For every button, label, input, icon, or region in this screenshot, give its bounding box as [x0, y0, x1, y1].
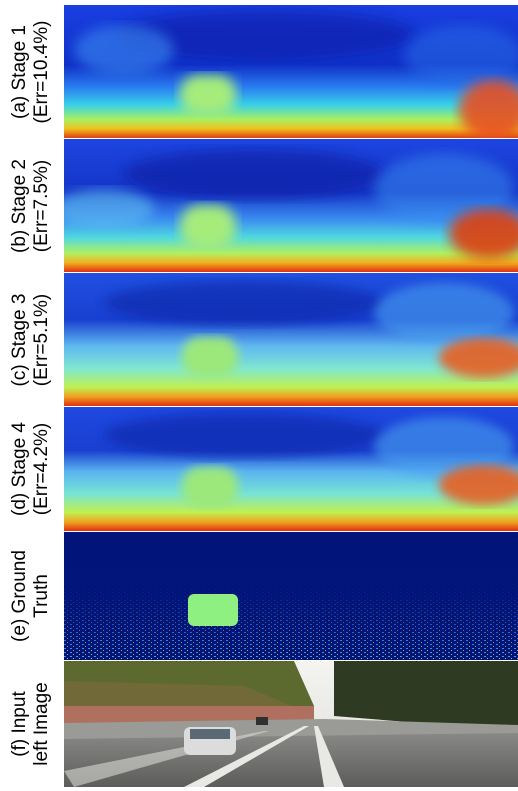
row-stage-4: (d) Stage 4 (Err=4.2%) — [0, 407, 518, 531]
row-label: (f) Input left Image — [0, 661, 62, 787]
label-title: (e) Ground — [9, 550, 30, 642]
disparity-map-stage-2 — [64, 139, 518, 272]
row-ground-truth: (e) Ground Truth — [0, 532, 518, 660]
label-title: (c) Stage 3 — [9, 293, 30, 386]
disparity-map-stage-4 — [64, 407, 518, 531]
disparity-map-stage-3 — [64, 273, 518, 406]
disparity-map-svg — [64, 5, 518, 138]
label-error: (Err=10.4%) — [31, 20, 52, 123]
row-input-image: (f) Input left Image — [0, 661, 518, 787]
row-stage-2: (b) Stage 2 (Err=7.5%) — [0, 139, 518, 272]
label-subtitle: left Image — [31, 682, 52, 766]
disparity-map-svg — [64, 407, 518, 531]
row-stage-3: (c) Stage 3 (Err=5.1%) — [0, 273, 518, 406]
label-title: (f) Input — [9, 691, 30, 757]
ground-truth-map — [64, 532, 518, 660]
row-label: (a) Stage 1 (Err=10.4%) — [0, 5, 62, 138]
disparity-map-stage-1 — [64, 5, 518, 138]
label-error: (Err=4.2%) — [31, 422, 52, 516]
row-label: (d) Stage 4 (Err=4.2%) — [0, 407, 62, 531]
road-scene-svg — [64, 661, 518, 787]
disparity-map-svg — [64, 139, 518, 272]
row-stage-1: (a) Stage 1 (Err=10.4%) — [0, 5, 518, 138]
label-subtitle: Truth — [31, 574, 52, 618]
label-error: (Err=5.1%) — [31, 293, 52, 386]
ground-truth-svg — [64, 532, 518, 660]
row-label: (e) Ground Truth — [0, 532, 62, 660]
label-title: (a) Stage 1 — [9, 24, 30, 119]
label-title: (b) Stage 2 — [9, 158, 30, 253]
disparity-map-svg — [64, 273, 518, 406]
label-title: (d) Stage 4 — [9, 422, 30, 516]
input-left-image — [64, 661, 518, 787]
row-label: (b) Stage 2 (Err=7.5%) — [0, 139, 62, 272]
label-error: (Err=7.5%) — [31, 159, 52, 252]
row-label: (c) Stage 3 (Err=5.1%) — [0, 273, 62, 406]
